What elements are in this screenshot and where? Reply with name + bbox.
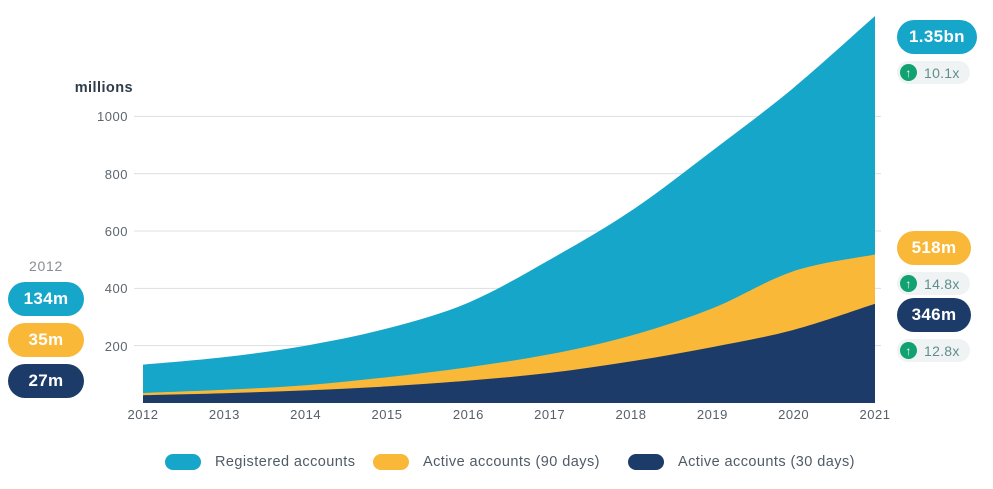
legend-label: Registered accounts [215,454,356,470]
growth-up-arrow-icon: ↑ [900,342,917,359]
growth-pill-0: ↑ 10.1x [897,61,970,84]
growth-pill-1: ↑ 14.8x [897,272,970,295]
y-axis-unit-label: millions [74,80,133,96]
x-year-label-2016: 2016 [452,407,484,422]
right-value-pill-0: 1.35bn [897,20,977,54]
x-year-label-2012: 2012 [127,407,159,422]
legend-item-0: Registered accounts [165,452,355,472]
x-year-label-2013: 2013 [208,407,240,422]
y-tick-label-600: 600 [104,224,128,239]
left-callout-pills: 134m 35m 27m [8,282,84,398]
right-callout-1: 518m ↑ 14.8x [897,231,971,295]
left-callout-year-label: 2012 [29,258,63,274]
right-value-pill-1: 518m [897,231,971,265]
x-year-label-2014: 2014 [290,407,322,422]
right-callout-0: 1.35bn ↑ 10.1x [897,20,977,84]
growth-up-arrow-icon: ↑ [900,275,917,292]
x-year-label-2017: 2017 [534,407,566,422]
y-tick-label-1000: 1000 [97,109,128,125]
left-value-pill-2: 27m [8,364,84,398]
legend-swatch-icon [165,454,201,470]
left-value-pill-1: 35m [8,323,84,357]
legend-item-1: Active accounts (90 days) [373,452,600,472]
growth-pill-2: ↑ 12.8x [897,339,970,362]
y-tick-label-800: 800 [104,166,128,182]
growth-multiplier-label: 14.8x [924,275,960,292]
left-callout-2012-values: 2012 134m 35m 27m [8,258,84,405]
growth-multiplier-label: 10.1x [924,64,960,81]
area-series-2 [143,303,875,403]
y-tick-label-400: 400 [104,281,128,297]
right-value-pill-2: 346m [897,298,971,332]
right-callout-2: 346m ↑ 12.8x [897,298,971,362]
x-year-label-2021: 2021 [859,407,891,422]
legend-label: Active accounts (90 days) [423,454,600,470]
x-year-label-2018: 2018 [615,407,647,422]
legend-swatch-icon [628,454,664,470]
x-year-label-2015: 2015 [371,407,403,422]
x-year-label-2019: 2019 [696,407,728,422]
left-value-pill-0: 134m [8,282,84,316]
legend-label: Active accounts (30 days) [678,454,855,470]
area-series-0 [143,16,875,403]
growth-multiplier-label: 12.8x [924,342,960,359]
legend-swatch-icon [373,454,409,470]
growth-up-arrow-icon: ↑ [900,64,917,81]
y-tick-label-200: 200 [104,338,128,354]
x-year-label-2020: 2020 [778,407,810,422]
legend-item-2: Active accounts (30 days) [628,452,855,472]
